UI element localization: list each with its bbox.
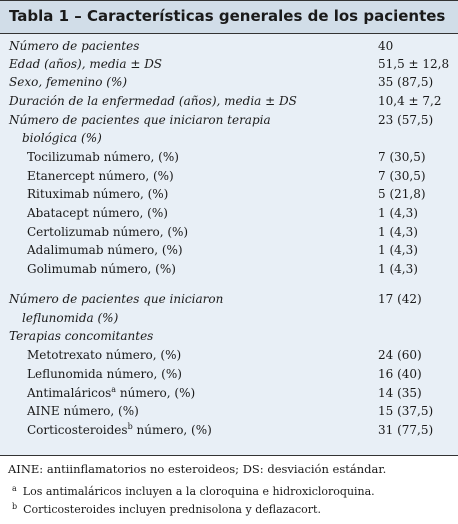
table-row: Antimaláricosa número, (%) 14 (35) [0, 384, 458, 402]
table-row: AINE número, (%) 15 (37,5) [0, 402, 458, 420]
patient-characteristics-table: Tabla 1 – Características generales de l… [0, 0, 458, 456]
row-label: Tocilizumab número, (%) [27, 150, 179, 164]
table-row-continuation: biológica (%) [0, 129, 458, 147]
row-value: 24 (60) [378, 348, 422, 362]
footnote-marker: a [111, 385, 117, 394]
row-value: 51,5 ± 12,8 [378, 57, 450, 71]
footnote-marker: b [127, 422, 133, 431]
table-row: Metotrexato número, (%) 24 (60) [0, 346, 458, 364]
table-title-bar: Tabla 1 – Características generales de l… [0, 0, 458, 34]
table-title: Tabla 1 – Características generales de l… [9, 7, 446, 25]
row-label-continuation: biológica (%) [22, 131, 102, 145]
row-label-continuation: leflunomida (%) [22, 311, 119, 325]
table-row: Abatacept número, (%) 1 (4,3) [0, 204, 458, 222]
row-label: Certolizumab número, (%) [27, 225, 189, 239]
row-value: 1 (4,3) [378, 262, 418, 276]
row-label: Metotrexato número, (%) [27, 348, 182, 362]
row-value: 5 (21,8) [378, 187, 426, 201]
row-value: 23 (57,5) [378, 113, 434, 127]
row-label: Número de pacientes que iniciaron [9, 292, 224, 306]
row-value: 7 (30,5) [378, 169, 426, 183]
row-value: 31 (77,5) [378, 423, 434, 437]
row-label-text: Antimaláricos [27, 386, 112, 400]
row-label: Duración de la enfermedad (años), media … [9, 94, 297, 108]
table-row: Sexo, femenino (%) 35 (87,5) [0, 73, 458, 91]
row-label: Golimumab número, (%) [27, 262, 176, 276]
row-label: AINE número, (%) [27, 404, 139, 418]
row-label: Abatacept número, (%) [27, 206, 168, 220]
table-footnotes: AINE: antiinflamatorios no esteroideos; … [0, 456, 458, 524]
footnote-a-mark: a [12, 484, 17, 493]
table-row: Duración de la enfermedad (años), media … [0, 92, 458, 110]
table-row-continuation: leflunomida (%) [0, 309, 458, 327]
row-value: 14 (35) [378, 386, 422, 400]
row-label: Antimaláricosa número, (%) [27, 384, 195, 402]
table-row: Número de pacientes que iniciaron 17 (42… [0, 290, 458, 308]
table-row: Adalimumab número, (%) 1 (4,3) [0, 241, 458, 259]
table-section-heading: Terapias concomitantes [0, 327, 458, 345]
table-row: Número de pacientes que iniciaron terapi… [0, 111, 458, 129]
row-label: Número de pacientes [9, 39, 140, 53]
table-row: Etanercept número, (%) 7 (30,5) [0, 167, 458, 185]
row-value: 16 (40) [378, 367, 422, 381]
row-value: 17 (42) [378, 292, 422, 306]
row-label-text: Corticosteroides [27, 423, 128, 437]
row-label: Edad (años), media ± DS [9, 57, 163, 71]
row-value: 35 (87,5) [378, 75, 434, 89]
row-value: 1 (4,3) [378, 206, 418, 220]
row-label: Rituximab número, (%) [27, 187, 169, 201]
section-heading: Terapias concomitantes [9, 329, 154, 343]
table-row: Número de pacientes 40 [0, 37, 458, 55]
footnote-b-text: Corticosteroides incluyen prednisolona y… [23, 503, 321, 516]
row-value: 15 (37,5) [378, 404, 434, 418]
row-label: Etanercept número, (%) [27, 169, 174, 183]
table-row: Edad (años), media ± DS 51,5 ± 12,8 [0, 55, 458, 73]
table-row: Leflunomida número, (%) 16 (40) [0, 365, 458, 383]
row-label: Leflunomida número, (%) [27, 367, 182, 381]
row-label: Adalimumab número, (%) [27, 243, 183, 257]
abbreviations-note: AINE: antiinflamatorios no esteroideos; … [8, 462, 387, 476]
footnote-b-mark: b [12, 502, 18, 511]
footnote-b: b Corticosteroides incluyen prednisolona … [12, 502, 321, 516]
table-row: Certolizumab número, (%) 1 (4,3) [0, 223, 458, 241]
footnote-a-text: Los antimaláricos incluyen a la cloroqui… [22, 485, 375, 498]
row-value: 10,4 ± 7,2 [378, 94, 442, 108]
row-value: 7 (30,5) [378, 150, 426, 164]
row-label: Sexo, femenino (%) [9, 75, 128, 89]
footnote-a: a Los antimaláricos incluyen a la cloroqu… [12, 484, 375, 498]
row-label: Número de pacientes que iniciaron terapi… [9, 113, 271, 127]
table-row: Tocilizumab número, (%) 7 (30,5) [0, 148, 458, 166]
row-label: Corticosteroidesb número, (%) [27, 421, 212, 439]
table-bottom-rule [0, 455, 458, 456]
table-row: Corticosteroidesb número, (%) 31 (77,5) [0, 421, 458, 439]
table-row: Golimumab número, (%) 1 (4,3) [0, 260, 458, 278]
row-value: 1 (4,3) [378, 225, 418, 239]
row-label-rest: número, (%) [116, 386, 196, 400]
table-row: Rituximab número, (%) 5 (21,8) [0, 185, 458, 203]
row-value: 40 [378, 39, 394, 53]
row-label-rest: número, (%) [132, 423, 212, 437]
row-value: 1 (4,3) [378, 243, 418, 257]
